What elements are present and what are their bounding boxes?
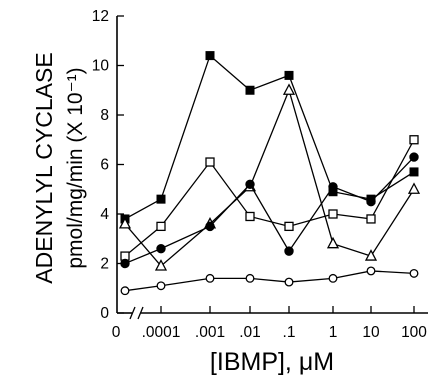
marker-filled-circle-4 [284,246,294,256]
y-axis-title-line1: ADENYLYL CYCLASE [31,52,57,283]
marker-open-circle-7 [409,268,419,278]
x-tick-label-1: .0001 [142,324,181,341]
marker-open-circle-0 [120,286,130,296]
marker-open-square-5 [328,209,338,219]
x-axis-title: [IBMP], μM [210,348,334,376]
marker-filled-square-7 [409,167,419,177]
series-line-open-triangle [124,88,415,267]
x-tick-label-5: 1 [329,324,338,341]
x-tick-label-0: 0 [112,324,121,341]
marker-open-triangle-4 [282,83,296,95]
y-tick-label-6: 6 [100,157,109,174]
series-line-open-circle [124,270,415,292]
marker-filled-circle-6 [366,196,376,207]
x-tick-label-6: 10 [362,324,380,341]
series-layer [118,51,421,296]
marker-open-square-3 [245,211,255,222]
marker-open-circle-1 [156,281,166,291]
axes [116,16,428,320]
marker-open-square-1 [156,221,166,232]
marker-filled-circle-7 [409,152,419,162]
y-tick-label-10: 10 [92,58,110,75]
y-axis-ticks: 0 2 4 6 8 10 12 [92,8,124,322]
series-line-open-square [124,139,415,257]
marker-open-triangle-1 [154,259,168,271]
marker-open-square-4 [284,221,294,232]
x-tick-label-2: .001 [195,324,225,341]
series-line-filled-circle [124,156,415,265]
marker-open-circle-2 [205,273,215,283]
series-line-filled-square [124,54,415,220]
marker-open-circle-3 [245,273,255,283]
marker-open-triangle-7 [407,182,421,194]
marker-filled-square-1 [156,194,166,204]
y-tick-label-12: 12 [92,8,109,25]
y-tick-label-4: 4 [100,206,109,223]
marker-filled-circle-0 [120,258,130,269]
marker-open-triangle-0 [118,217,132,229]
marker-open-square-7 [409,135,419,145]
marker-open-triangle-6 [364,249,378,261]
marker-filled-circle-5 [328,182,338,192]
y-tick-label-8: 8 [100,107,109,124]
marker-filled-circle-2 [205,221,215,232]
marker-filled-circle-3 [245,179,255,190]
marker-open-triangle-5 [326,236,340,249]
marker-open-circle-4 [284,277,294,287]
x-axis-ticks: 0 .0001 .001 .01 .1 1 10 100 [112,306,427,341]
marker-open-square-2 [205,157,215,167]
x-tick-label-7: 100 [401,324,427,341]
marker-open-circle-5 [328,273,338,283]
x-tick-label-3: .01 [239,324,261,341]
y-axis-title-line2: pmol/mg/min (X 10⁻¹) [64,67,87,268]
y-tick-label-2: 2 [100,256,109,273]
marker-filled-square-4 [284,70,294,80]
axis-break-marks [129,306,144,320]
marker-filled-circle-1 [156,243,166,254]
marker-open-circle-6 [366,266,376,276]
x-tick-label-4: .1 [283,324,296,341]
y-tick-label-0: 0 [100,305,109,322]
marker-filled-square-2 [205,51,215,61]
marker-open-square-6 [366,214,376,224]
marker-filled-square-3 [245,85,255,95]
